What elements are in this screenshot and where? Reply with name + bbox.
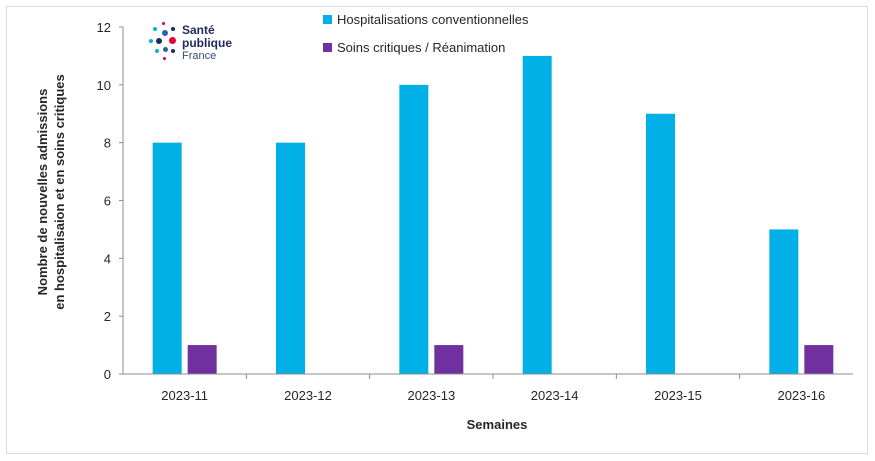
legend-label-hospitalisations: Hospitalisations conventionnelles <box>337 12 529 27</box>
bar-soins-critiques-2023-11 <box>187 345 217 374</box>
logo-text-france: France <box>182 50 217 62</box>
y-tick-label: 8 <box>104 136 111 151</box>
y-tick-label: 0 <box>104 367 111 382</box>
bar-soins-critiques-2023-13 <box>434 345 464 374</box>
chart-frame: 0 2 4 6 8 10 12 2023-11 2023-12 2023-13 2023-14 20… <box>6 6 868 454</box>
x-tick-label: 2023-13 <box>407 388 455 403</box>
y-axis-title-line2: en hospitalisaion et en soins critiques <box>52 74 67 310</box>
y-tick-labels: 0 2 4 6 8 10 12 <box>97 20 111 382</box>
y-axis-title-line1: Nombre de nouvelles admissions <box>35 89 50 296</box>
x-tick-label: 2023-12 <box>284 388 332 403</box>
axes-layer <box>119 26 853 379</box>
y-tick-label: 10 <box>97 78 111 93</box>
legend-label-soins-critiques: Soins critiques / Réanimation <box>337 40 505 55</box>
x-tick-label: 2023-16 <box>777 388 825 403</box>
bars-layer <box>152 55 834 375</box>
x-axis-title: Semaines <box>467 417 528 432</box>
y-tick-label: 2 <box>104 309 111 324</box>
x-tick-label: 2023-11 <box>161 388 208 403</box>
bar-hospitalisations-2023-14 <box>522 55 552 375</box>
bar-hospitalisations-2023-16 <box>769 229 799 374</box>
y-tick-label: 4 <box>104 251 111 266</box>
y-tick-label: 12 <box>97 20 111 35</box>
bar-hospitalisations-2023-12 <box>276 142 305 374</box>
x-tick-label: 2023-14 <box>531 388 579 403</box>
bar-soins-critiques-2023-16 <box>804 345 834 374</box>
y-tick-label: 6 <box>104 194 111 209</box>
logo-text-sante: Santé <box>182 23 215 37</box>
bar-hospitalisations-2023-15 <box>646 113 675 374</box>
sante-publique-france-logo: Santé publique France <box>149 21 249 71</box>
legend-swatch-hospitalisations <box>323 15 332 24</box>
legend: Hospitalisations conventionnelles Soins … <box>323 12 529 55</box>
bar-hospitalisations-2023-11 <box>152 142 182 374</box>
legend-swatch-soins-critiques <box>323 43 332 52</box>
bar-hospitalisations-2023-13 <box>399 84 429 374</box>
x-tick-labels: 2023-11 2023-12 2023-13 2023-14 2023-15 2023-… <box>161 388 825 403</box>
logo-text-publique: publique <box>182 36 232 50</box>
x-tick-label: 2023-15 <box>654 388 702 403</box>
